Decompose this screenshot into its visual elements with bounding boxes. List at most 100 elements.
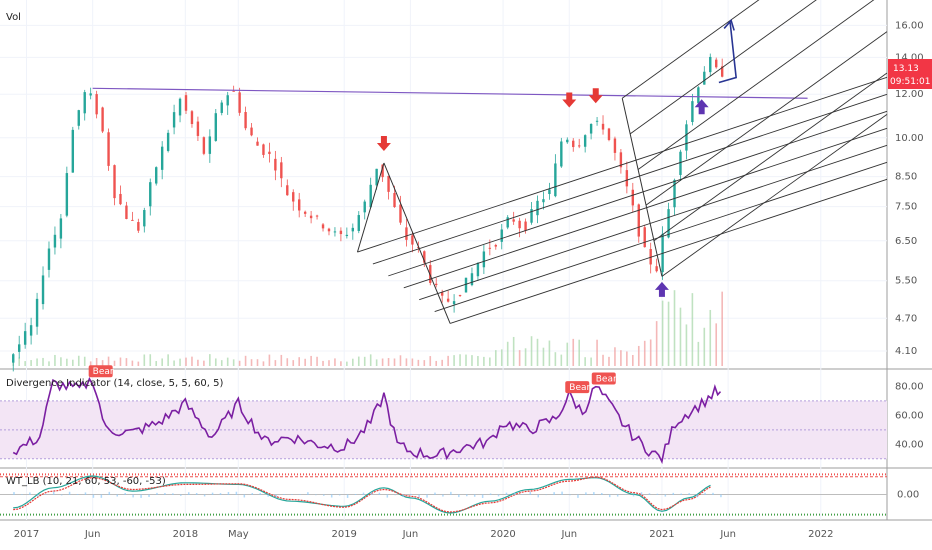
candle-body bbox=[286, 185, 289, 196]
candle-body bbox=[387, 175, 390, 192]
candle-body bbox=[548, 189, 551, 195]
wavetrend-histogram-bar bbox=[489, 493, 492, 495]
wavetrend-histogram-bar bbox=[680, 493, 682, 495]
candle-body bbox=[542, 199, 545, 203]
candle-body bbox=[691, 101, 694, 122]
wavetrend-histogram-bar bbox=[458, 494, 460, 498]
candle-body bbox=[232, 90, 235, 92]
wavetrend-histogram-bar bbox=[307, 492, 309, 495]
volume-bar bbox=[393, 358, 396, 366]
wavetrend-histogram-bar bbox=[330, 494, 333, 498]
candle-body bbox=[595, 120, 599, 122]
volume-bar bbox=[423, 360, 426, 366]
candle-body bbox=[703, 71, 706, 85]
volume-bar bbox=[310, 355, 312, 366]
candle-body bbox=[423, 251, 426, 263]
volume-bar bbox=[405, 358, 408, 366]
volume-bar bbox=[101, 360, 104, 366]
candle-body bbox=[178, 98, 182, 116]
time-tick-label: 2022 bbox=[808, 529, 833, 540]
price-tick-label: 14.00 bbox=[895, 52, 924, 63]
wavetrend-pane bbox=[0, 473, 887, 516]
volume-bar bbox=[83, 356, 86, 366]
time-tick-label: 2021 bbox=[649, 529, 674, 540]
wavetrend-histogram-bar bbox=[164, 492, 166, 495]
volume-bar bbox=[286, 358, 289, 366]
wavetrend-histogram-bar bbox=[243, 494, 246, 498]
candle-body bbox=[101, 107, 104, 132]
volume-bar bbox=[637, 345, 640, 366]
volume-bar bbox=[220, 360, 223, 366]
volume-bar bbox=[530, 336, 533, 366]
candle-body bbox=[393, 193, 396, 208]
wavetrend-histogram-bar bbox=[648, 493, 651, 495]
volume-bar bbox=[477, 356, 479, 366]
volume-bar bbox=[375, 359, 378, 366]
volume-label: Vol bbox=[6, 12, 21, 23]
current-price-badge: 13.13 09:51:01 bbox=[888, 59, 932, 89]
volume-bar bbox=[459, 354, 461, 366]
wavetrend-histogram-bar bbox=[608, 494, 611, 498]
candle-body bbox=[560, 141, 563, 167]
wavetrend-histogram-bar bbox=[696, 494, 698, 498]
volume-bar bbox=[328, 360, 330, 366]
volume-bar bbox=[203, 360, 205, 366]
volume-bar bbox=[369, 354, 372, 366]
wt-tick-label: 0.00 bbox=[897, 490, 919, 501]
candle-body bbox=[149, 182, 152, 207]
volume-bar bbox=[89, 361, 92, 366]
wavetrend-histogram-bar bbox=[235, 491, 238, 495]
wavetrend-histogram-bar bbox=[219, 493, 222, 495]
candle-body bbox=[405, 227, 408, 240]
wavetrend-histogram-bar bbox=[187, 492, 190, 495]
price-tick-label: 10.00 bbox=[895, 133, 924, 144]
wavetrend-histogram-bar bbox=[616, 494, 619, 497]
wavetrend-histogram-bar bbox=[370, 492, 373, 495]
volume-bar bbox=[36, 358, 38, 366]
wavetrend-histogram-bar bbox=[203, 494, 206, 497]
candle-body bbox=[709, 56, 712, 73]
candle-body bbox=[53, 234, 57, 248]
volume-bar bbox=[226, 357, 229, 366]
candle-body bbox=[274, 158, 277, 171]
candle-body bbox=[315, 215, 319, 217]
volume-bar bbox=[197, 359, 199, 366]
up-arrow-marker bbox=[694, 99, 709, 115]
candle-body bbox=[29, 325, 33, 336]
forecast-arrow bbox=[718, 22, 738, 84]
wavetrend-histogram-bar bbox=[45, 493, 47, 495]
forecast-arrowhead bbox=[723, 18, 735, 31]
wavetrend-histogram-bar bbox=[29, 492, 31, 495]
candle-body bbox=[309, 215, 313, 219]
down-arrow-marker bbox=[562, 92, 577, 108]
volume-bar bbox=[703, 327, 706, 366]
volume-bar bbox=[500, 349, 503, 366]
pitchfork-2019-tine bbox=[372, 93, 888, 265]
candle-body bbox=[297, 199, 301, 211]
candle-body bbox=[679, 151, 682, 176]
time-tick-label: Jun bbox=[560, 529, 577, 540]
volume-bar bbox=[244, 355, 247, 366]
volume-bar bbox=[30, 360, 32, 366]
candle-body bbox=[524, 221, 527, 231]
volume-bar bbox=[697, 341, 700, 366]
candle-body bbox=[327, 228, 331, 232]
volume-bar bbox=[667, 301, 670, 366]
wavetrend-histogram-bar bbox=[211, 492, 214, 495]
candle-body bbox=[411, 235, 414, 245]
volume-bar bbox=[60, 357, 62, 366]
volume-bar bbox=[143, 354, 146, 366]
candle-body bbox=[143, 210, 146, 227]
wavetrend-histogram-bar bbox=[402, 494, 404, 498]
candle-body bbox=[619, 152, 623, 168]
wavetrend-histogram-bar bbox=[386, 494, 389, 498]
volume-bar bbox=[18, 357, 20, 366]
time-tick-label: 2017 bbox=[14, 529, 39, 540]
pitchfork-2021-tine bbox=[621, 0, 760, 99]
wavetrend-histogram-bar bbox=[624, 494, 627, 495]
pitchfork-2019-tine bbox=[419, 144, 888, 301]
volume-bar bbox=[506, 341, 509, 366]
wavetrend-histogram-bar bbox=[37, 494, 39, 497]
wavetrend-histogram-bar bbox=[132, 494, 134, 498]
volume-bar bbox=[125, 358, 128, 366]
